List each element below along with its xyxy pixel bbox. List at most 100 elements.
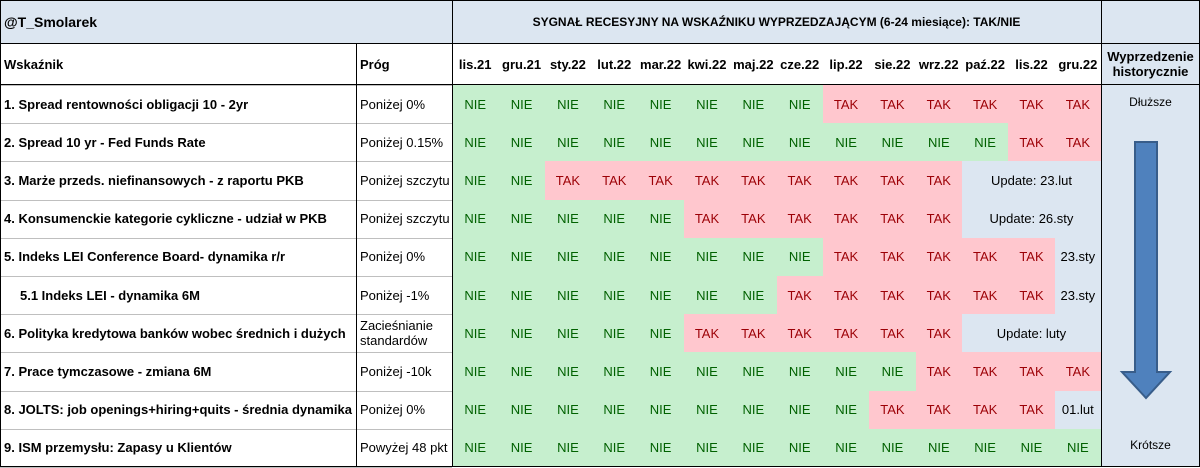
signal-cell: NIE bbox=[591, 314, 638, 353]
indicator-label: 2. Spread 10 yr - Fed Funds Rate bbox=[4, 134, 206, 150]
month-header: lis.21 bbox=[458, 56, 492, 72]
threshold-value: Poniżej 0% bbox=[360, 402, 426, 418]
row-divider bbox=[0, 390, 452, 392]
signal-cell: NIE bbox=[591, 390, 638, 429]
signal-cell: TAK bbox=[822, 199, 870, 238]
signal-cell: NIE bbox=[544, 428, 592, 467]
signal-cell: NIE bbox=[544, 352, 592, 391]
row-divider bbox=[0, 428, 452, 430]
signal-cell: TAK bbox=[915, 352, 962, 391]
month-header: lis.22 bbox=[1015, 56, 1048, 72]
arrow-down-icon bbox=[1119, 141, 1173, 400]
signal-cell: TAK bbox=[1008, 237, 1055, 276]
indicator-label: 5.1 Indeks LEI - dynamika 6M bbox=[20, 287, 200, 303]
signal-cell: TAK bbox=[776, 161, 823, 200]
signal-cell: NIE bbox=[591, 85, 638, 124]
signal-cell: TAK bbox=[961, 85, 1009, 124]
signal-cell: TAK bbox=[915, 314, 962, 353]
signal-cell: TAK bbox=[1054, 123, 1102, 162]
signal-cell: NIE bbox=[822, 428, 870, 467]
signal-cell: NIE bbox=[776, 237, 823, 276]
signal-cell: NIE bbox=[637, 199, 684, 238]
history-shorter-label: Krótsze bbox=[1130, 438, 1171, 452]
signal-cell: NIE bbox=[544, 199, 592, 238]
signal-cell: TAK bbox=[1008, 123, 1055, 162]
signal-cell: NIE bbox=[544, 314, 592, 353]
signal-cell: NIE bbox=[452, 123, 499, 162]
month-header: wrz.22 bbox=[918, 56, 959, 72]
indicator-label: 8. JOLTS: job openings+hiring+quits - śr… bbox=[4, 402, 352, 418]
row-divider bbox=[0, 237, 452, 239]
indicator-label: 1. Spread rentowności obligacji 10 - 2yr bbox=[4, 96, 249, 112]
threshold-value: Poniżej 0.15% bbox=[360, 134, 444, 150]
signal-cell: NIE bbox=[498, 123, 545, 162]
signal-cell: TAK bbox=[869, 276, 916, 315]
signal-cell: TAK bbox=[869, 314, 916, 353]
signal-cell: NIE bbox=[730, 85, 777, 124]
signal-cell: TAK bbox=[822, 161, 870, 200]
month-header: paź.22 bbox=[965, 56, 1005, 72]
row-divider bbox=[0, 352, 452, 354]
signal-cell: TAK bbox=[961, 237, 1009, 276]
month-header: lut.22 bbox=[597, 56, 632, 72]
signal-cell: TAK bbox=[776, 199, 823, 238]
signal-cell: NIE bbox=[452, 199, 499, 238]
signal-cell: NIE bbox=[730, 276, 777, 315]
signal-cell: TAK bbox=[822, 314, 870, 353]
signal-cell: NIE bbox=[683, 390, 731, 429]
signal-cell: NIE bbox=[452, 85, 499, 124]
threshold-value: Poniżej szczytu bbox=[360, 211, 450, 227]
history-divider bbox=[1101, 0, 1102, 467]
signal-cell: NIE bbox=[730, 352, 777, 391]
signal-cell: NIE bbox=[452, 161, 499, 200]
threshold-value: Poniżej -1% bbox=[360, 287, 430, 303]
signal-cell: NIE bbox=[544, 390, 592, 429]
month-header: mar.22 bbox=[640, 56, 682, 72]
signal-cell: NIE bbox=[961, 123, 1009, 162]
signal-cell: TAK bbox=[915, 237, 962, 276]
header-divider bbox=[0, 43, 1200, 44]
history-header: Wyprzedzenie historycznie bbox=[1101, 43, 1200, 85]
signal-cell: NIE bbox=[730, 428, 777, 467]
signal-cell: NIE bbox=[683, 237, 731, 276]
signal-cell: TAK bbox=[730, 314, 777, 353]
signal-cell: TAK bbox=[544, 161, 592, 200]
signal-cell: NIE bbox=[637, 352, 684, 391]
update-note: 01.lut bbox=[1054, 390, 1101, 429]
month-header: sty.22 bbox=[549, 56, 586, 72]
indicator-label: 9. ISM przemysłu: Zapasy u Klientów bbox=[4, 440, 232, 456]
signal-cell: TAK bbox=[869, 85, 916, 124]
update-note: Update: 23.lut bbox=[961, 161, 1101, 200]
signal-cell: TAK bbox=[776, 314, 823, 353]
signal-cell: NIE bbox=[544, 85, 592, 124]
signal-cell: NIE bbox=[776, 428, 823, 467]
signal-cell: TAK bbox=[869, 390, 916, 429]
signal-cell: NIE bbox=[915, 428, 962, 467]
row-divider bbox=[0, 85, 452, 86]
update-note: Update: 26.sty bbox=[961, 199, 1101, 238]
border-left bbox=[0, 0, 1, 467]
signal-cell: NIE bbox=[776, 85, 823, 124]
signal-cell: NIE bbox=[498, 276, 545, 315]
month-header: gru.21 bbox=[502, 56, 542, 72]
signal-cell: NIE bbox=[776, 123, 823, 162]
signal-cell: TAK bbox=[1008, 85, 1055, 124]
signal-cell: NIE bbox=[822, 123, 870, 162]
signal-cell: TAK bbox=[961, 352, 1009, 391]
indicator-label: 5. Indeks LEI Conference Board- dynamika… bbox=[4, 249, 286, 265]
month-header: kwi.22 bbox=[687, 56, 727, 72]
signal-cell: NIE bbox=[591, 199, 638, 238]
signal-cell: NIE bbox=[498, 390, 545, 429]
signal-cell: NIE bbox=[637, 237, 684, 276]
signal-cell: NIE bbox=[869, 428, 916, 467]
signal-cell: NIE bbox=[498, 314, 545, 353]
indicator-header: Wskaźnik bbox=[4, 56, 64, 72]
signal-cell: TAK bbox=[1054, 352, 1102, 391]
row-divider bbox=[0, 276, 452, 277]
history-longer-label: Dłuższe bbox=[1129, 95, 1172, 109]
signal-cell: NIE bbox=[683, 123, 731, 162]
signal-cell: TAK bbox=[730, 161, 777, 200]
signal-cell: NIE bbox=[498, 237, 545, 276]
threshold-value: Poniżej 0% bbox=[360, 96, 426, 112]
threshold-divider bbox=[356, 43, 357, 467]
